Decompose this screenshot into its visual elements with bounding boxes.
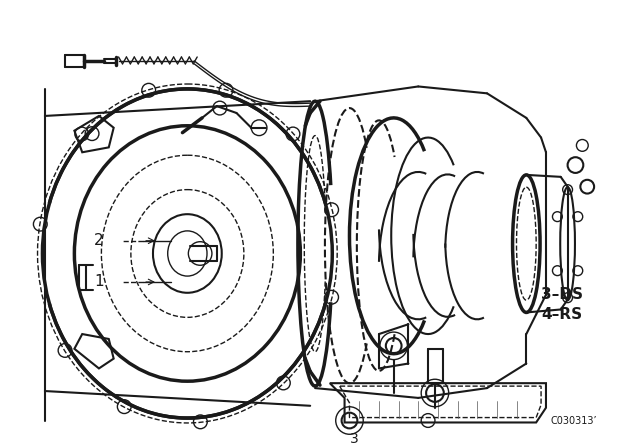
Text: C030313’: C030313’ (551, 415, 598, 426)
Text: 2: 2 (94, 233, 104, 248)
Text: 4–RS: 4–RS (541, 307, 582, 322)
Text: 1: 1 (94, 275, 104, 289)
Text: 3–DS: 3–DS (541, 287, 583, 302)
Text: 3: 3 (350, 432, 359, 446)
